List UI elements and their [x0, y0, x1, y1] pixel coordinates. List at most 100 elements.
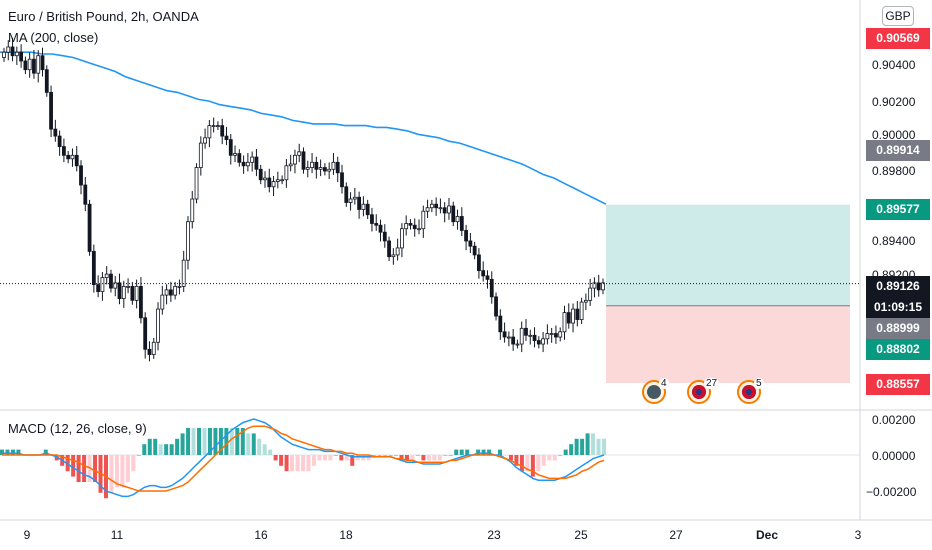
macd-histogram-bar [153, 438, 158, 455]
macd-histogram-bar [344, 455, 349, 461]
ma-line [0, 51, 607, 205]
signal-line [2, 425, 605, 492]
macd-histogram-bar [186, 428, 191, 455]
macd-histogram-bar [43, 449, 48, 455]
candle-body [451, 205, 456, 223]
macd-histogram-bar [322, 455, 327, 461]
macd-histogram-bar [333, 455, 338, 456]
candle-body [258, 168, 263, 181]
macd-histogram-bar [284, 455, 289, 472]
macd-legend[interactable]: MACD (12, 26, close, 9) [8, 421, 147, 436]
candle-body [2, 51, 6, 58]
long-position-tool[interactable] [606, 204, 850, 383]
candle-body [207, 125, 212, 139]
candle-body [374, 223, 379, 226]
candle-body [566, 312, 571, 324]
macd-histogram-bar [317, 455, 322, 461]
candle-body [198, 142, 203, 168]
chart-title[interactable]: Euro / British Pound, 2h, OANDA [8, 9, 199, 24]
macd-histogram-bar [191, 428, 196, 455]
candle-body [203, 137, 207, 144]
candle-body [382, 231, 387, 242]
candle-body [592, 282, 597, 289]
candle-body [280, 179, 285, 182]
candle-body [211, 125, 216, 128]
candle-body [74, 154, 79, 167]
macd-histogram-bar [10, 449, 15, 455]
macd-histogram-bar [131, 455, 136, 472]
candle-body [314, 161, 319, 170]
macd-histogram-bar [142, 444, 147, 455]
candle-body [327, 168, 332, 172]
date-label: 27 [669, 528, 683, 542]
candle-body [370, 214, 374, 224]
macd-tick: 0.00200 [872, 413, 916, 427]
candle-body [442, 207, 447, 214]
macd-histogram-bar [147, 438, 152, 455]
candle-body [139, 285, 143, 319]
macd-histogram-bar [197, 428, 202, 455]
candles [2, 37, 605, 362]
macd-histogram-bar [279, 455, 284, 466]
candle-body [32, 58, 36, 74]
macd-histogram-bar [591, 433, 596, 455]
macd-histogram-bar [87, 455, 92, 482]
candle-body [117, 282, 122, 300]
candle-body [404, 223, 409, 230]
ma-legend[interactable]: MA (200, close) [8, 30, 99, 45]
macd-histogram-bar [71, 455, 76, 477]
macd-histogram-bar [514, 455, 519, 466]
macd-histogram-bar [301, 455, 305, 472]
price-tick: 0.89800 [872, 164, 916, 178]
macd-histogram-bar [76, 455, 81, 482]
candle-body [143, 317, 148, 350]
candle-body [459, 216, 464, 231]
price-tag-entry: 0.88999 [866, 318, 930, 339]
candle-body [554, 333, 558, 338]
macd-histogram-bar [404, 455, 409, 461]
date-label: 18 [339, 528, 353, 542]
date-label: 9 [23, 528, 31, 542]
uk-flag-icon[interactable]: 5 [737, 378, 764, 404]
candle-body [288, 163, 293, 167]
macd-histogram-bar [311, 455, 316, 466]
candle-body [583, 299, 588, 303]
candle-body [464, 230, 468, 242]
currency-label[interactable]: GBP [882, 6, 914, 26]
uk-flag-icon[interactable]: 27 [687, 378, 720, 404]
candle-body [254, 156, 259, 170]
candle-body [237, 153, 242, 163]
macd-histogram-bar [552, 455, 557, 461]
candle-body [421, 210, 426, 230]
candle-body [357, 196, 362, 210]
candle-body [412, 224, 417, 230]
candle-body [70, 154, 75, 160]
price-tag-stop: 0.88557 [866, 374, 930, 395]
macd-histogram-bar [257, 438, 262, 455]
macd-histogram-bar [229, 428, 234, 455]
macd-tick: −0.00200 [866, 485, 917, 499]
candle-body [233, 153, 237, 156]
event-count: 4 [659, 378, 669, 389]
candle-body [190, 198, 195, 223]
candle-body [506, 336, 511, 339]
candle-body [400, 228, 404, 249]
macd-histogram-bar [563, 449, 568, 455]
candle-body [147, 348, 152, 355]
candle-body [267, 177, 272, 188]
macd-histogram-bar [273, 455, 278, 461]
macd-pane [0, 418, 860, 499]
candle-body [263, 177, 267, 181]
candle-body [502, 331, 507, 338]
economic-event-icon[interactable]: 4 [642, 378, 669, 404]
candle-body [160, 294, 165, 310]
macd-histogram-bar [114, 455, 119, 488]
macd-histogram-bar [596, 438, 601, 455]
candle-body [588, 287, 593, 301]
candle-body [575, 308, 580, 320]
candle-body [134, 285, 139, 301]
candle-body [494, 296, 498, 317]
candle-body [498, 315, 503, 333]
macd-histogram-bar [574, 438, 579, 455]
